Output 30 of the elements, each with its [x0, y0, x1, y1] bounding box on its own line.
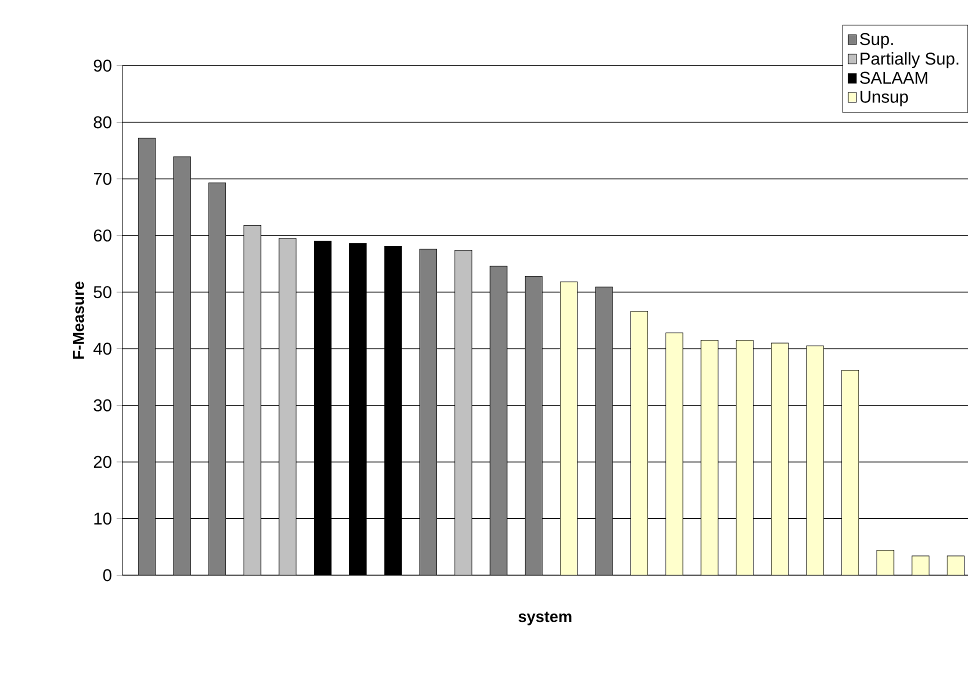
y-tick-label: 50	[94, 286, 112, 298]
y-tick-label: 60	[94, 230, 112, 242]
bar	[806, 346, 824, 576]
bar	[630, 311, 648, 576]
y-tick-label: 70	[94, 173, 112, 186]
bar	[454, 250, 472, 576]
y-tick-label: 30	[94, 400, 112, 412]
bar	[560, 282, 578, 576]
y-tick-label: 20	[94, 456, 112, 468]
legend-label: Sup.	[860, 33, 893, 49]
y-axis-title: F-Measure	[73, 282, 84, 359]
bar	[244, 225, 262, 576]
legend-label: SALAAM	[860, 72, 928, 84]
bar	[666, 332, 684, 576]
bar	[700, 340, 718, 576]
bar	[278, 238, 296, 576]
x-axis-title: system	[518, 612, 572, 626]
y-tick-label: 0	[103, 569, 112, 582]
bar	[912, 556, 930, 576]
y-tick-label: 40	[93, 342, 112, 355]
bar	[946, 556, 964, 576]
bar	[771, 343, 789, 576]
legend-label: Unsup	[860, 91, 908, 106]
legend-label: Partially Sup.	[860, 52, 958, 68]
bar	[736, 340, 754, 576]
bar	[876, 550, 894, 576]
y-tick-label: 80	[94, 116, 112, 129]
bar	[841, 370, 860, 576]
y-tick-label: 90	[94, 60, 112, 72]
y-tick-label: 10	[94, 512, 112, 525]
